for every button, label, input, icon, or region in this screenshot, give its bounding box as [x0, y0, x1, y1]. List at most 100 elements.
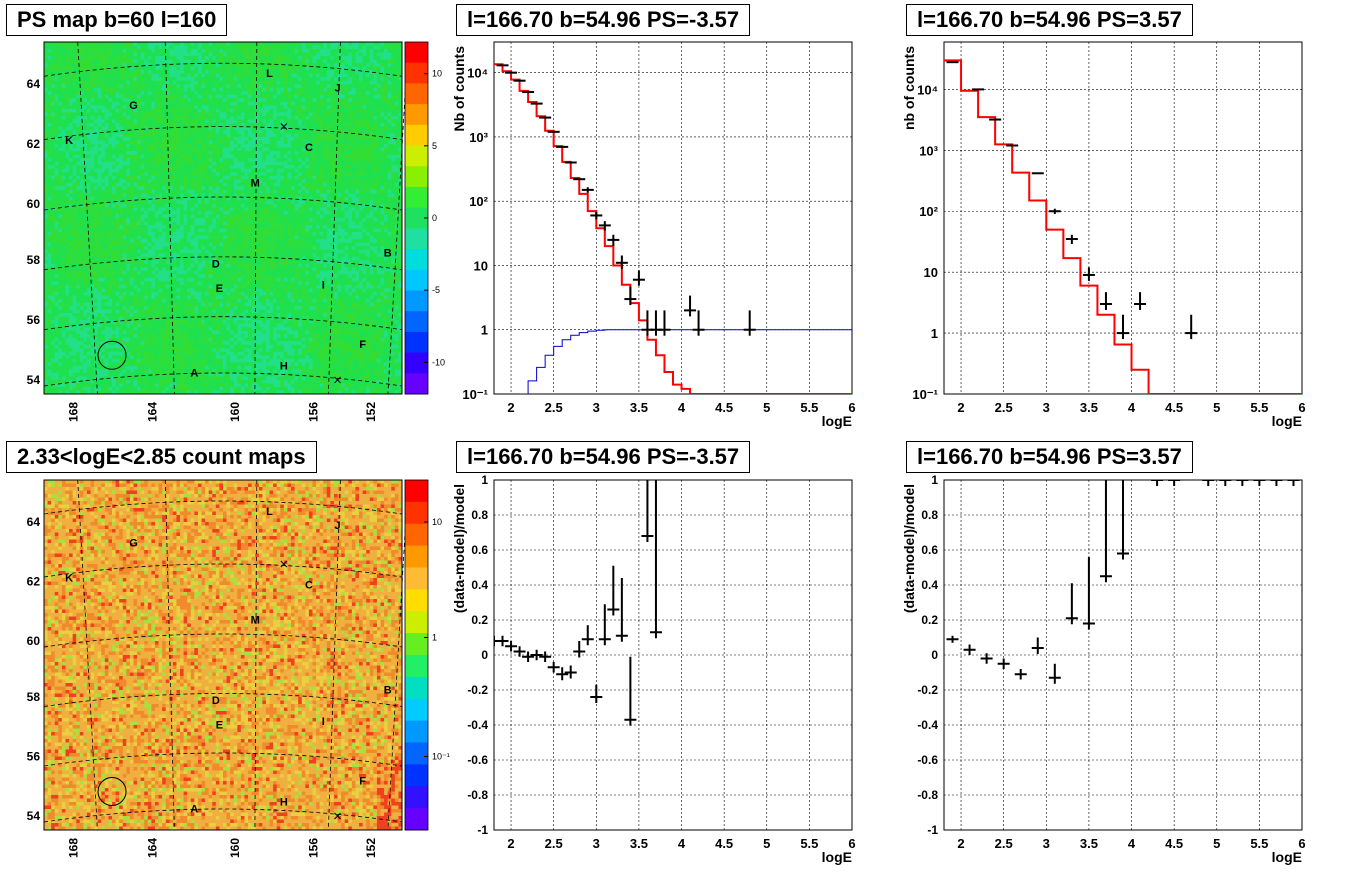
y-tick-label: -0.2: [917, 683, 938, 697]
colorbar-tick-label: -10: [432, 357, 445, 367]
y-axis-label: nb of counts: [901, 46, 917, 130]
x-tick-label: 2.5: [545, 836, 563, 851]
y-tick-label: 62: [27, 575, 41, 589]
y-tick-label: 64: [27, 77, 41, 91]
x-tick-label: 3.5: [630, 400, 648, 415]
source-label-K: K: [65, 135, 73, 147]
y-tick-label: 1: [931, 326, 938, 341]
x-tick-label: 5: [1213, 836, 1220, 851]
source-label-F: F: [359, 776, 366, 788]
panel-title-count-map: 2.33<logE<2.85 count maps: [6, 441, 317, 473]
y-tick-label: 0: [481, 648, 488, 662]
x-tick-label: 4.5: [1165, 400, 1183, 415]
y-tick-label: 1: [481, 473, 488, 487]
y-tick-label: 10⁻¹: [912, 387, 938, 402]
x-tick-label: 3.5: [630, 836, 648, 851]
y-tick-label: 10⁻¹: [462, 387, 488, 402]
y-tick-label: 60: [27, 197, 41, 211]
y-tick-label: -0.2: [467, 683, 488, 697]
x-tick-label: 2: [507, 400, 514, 415]
x-tick-label: 3: [593, 836, 600, 851]
x-tick-label: 4.5: [715, 400, 733, 415]
y-tick-label: 58: [27, 253, 41, 267]
source-label-B: B: [384, 248, 392, 260]
xy-panel-4: 2 2.5 3 3.5 4 4.5 5 5.5 6-1-0.8-0.6-0.4-0.200.20…: [451, 473, 856, 865]
source-label-G: G: [129, 100, 138, 112]
source-label-H: H: [280, 360, 288, 372]
x-tick-label: 168: [67, 838, 81, 858]
colorbar-tick-label: 10⁻¹: [432, 752, 450, 762]
x-tick-label: 4: [678, 836, 686, 851]
source-label-K: K: [65, 573, 73, 585]
y-tick-label: 54: [27, 373, 41, 387]
x-axis-label: logE: [822, 413, 852, 429]
x-tick-label: 3.5: [1080, 400, 1098, 415]
y-tick-label: 10⁴: [917, 82, 938, 97]
y-tick-label: 62: [27, 137, 41, 151]
y-tick-label: 60: [27, 634, 41, 648]
source-label-J: J: [334, 82, 340, 94]
x-tick-label: 160: [228, 838, 242, 858]
y-tick-label: -0.6: [917, 753, 938, 767]
x-tick-label: 5.5: [1250, 400, 1268, 415]
x-tick-label: 5: [763, 400, 770, 415]
x-axis-label: logE: [1272, 849, 1302, 865]
x-tick-label: 4.5: [715, 836, 733, 851]
x-tick-label: 5.5: [800, 400, 818, 415]
panel-title-residual-neg: l=166.70 b=54.96 PS=-3.57: [456, 441, 750, 473]
y-tick-label: 10: [474, 258, 488, 273]
panel-title-ps-map: PS map b=60 l=160: [6, 4, 227, 36]
source-label-D: D: [212, 258, 220, 270]
y-tick-label: 0.2: [471, 613, 488, 627]
y-axis-label: (data-model)/model: [901, 484, 917, 613]
x-tick-label: 5.5: [1250, 836, 1268, 851]
source-label-L: L: [266, 68, 273, 80]
source-label-J: J: [334, 520, 340, 532]
y-tick-label: 54: [27, 809, 41, 823]
y-tick-label: 1: [931, 473, 938, 487]
x-tick-label: 5.5: [800, 836, 818, 851]
x-tick-label: 3: [1043, 400, 1050, 415]
y-tick-label: 58: [27, 690, 41, 704]
y-tick-label: 56: [27, 313, 41, 327]
y-tick-label: 0.8: [471, 508, 488, 522]
source-label-C: C: [305, 580, 313, 592]
y-tick-label: 0.6: [471, 543, 488, 557]
source-label-B: B: [384, 685, 392, 697]
y-tick-label: 0.4: [471, 578, 488, 592]
x-tick-label: 160: [228, 402, 242, 422]
x-axis-label: logE: [822, 849, 852, 865]
x-tick-label: 164: [145, 838, 159, 858]
x-tick-label: 152: [364, 402, 378, 422]
colorbar-tick-label: 5: [432, 141, 437, 151]
source-label-M: M: [251, 615, 260, 627]
x-tick-label: 2: [957, 836, 964, 851]
colorbar-tick-label: 10: [432, 69, 442, 79]
panel-title-spectrum-pos: l=166.70 b=54.96 PS=3.57: [906, 4, 1193, 36]
y-tick-label: 0.6: [921, 543, 938, 557]
x-tick-label: 4: [1128, 836, 1136, 851]
source-label-E: E: [216, 720, 223, 732]
panel-title-residual-pos: l=166.70 b=54.96 PS=3.57: [906, 441, 1193, 473]
y-tick-label: -0.6: [467, 753, 488, 767]
xy-panel-2: 2 2.5 3 3.5 4 4.5 5 5.5 610⁻¹11010²10³10⁴logEnb …: [901, 42, 1306, 429]
y-tick-label: 64: [27, 515, 41, 529]
source-label-L: L: [266, 506, 273, 518]
x-tick-label: 2: [957, 400, 964, 415]
colorbar-tick-label: 1: [432, 633, 437, 643]
y-tick-label: -0.8: [917, 788, 938, 802]
source-label-H: H: [280, 797, 288, 809]
y-axis-label: Nb of counts: [451, 46, 467, 132]
x-tick-label: 5: [763, 836, 770, 851]
panel-title-spectrum-neg: l=166.70 b=54.96 PS=-3.57: [456, 4, 750, 36]
x-tick-label: 152: [364, 838, 378, 858]
x-tick-label: 4.5: [1165, 836, 1183, 851]
x-tick-label: 2.5: [545, 400, 563, 415]
y-tick-label: 0.4: [921, 578, 938, 592]
x-tick-label: 5: [1213, 400, 1220, 415]
x-tick-label: 2.5: [995, 400, 1013, 415]
y-tick-label: 56: [27, 750, 41, 764]
source-label-D: D: [212, 695, 220, 707]
